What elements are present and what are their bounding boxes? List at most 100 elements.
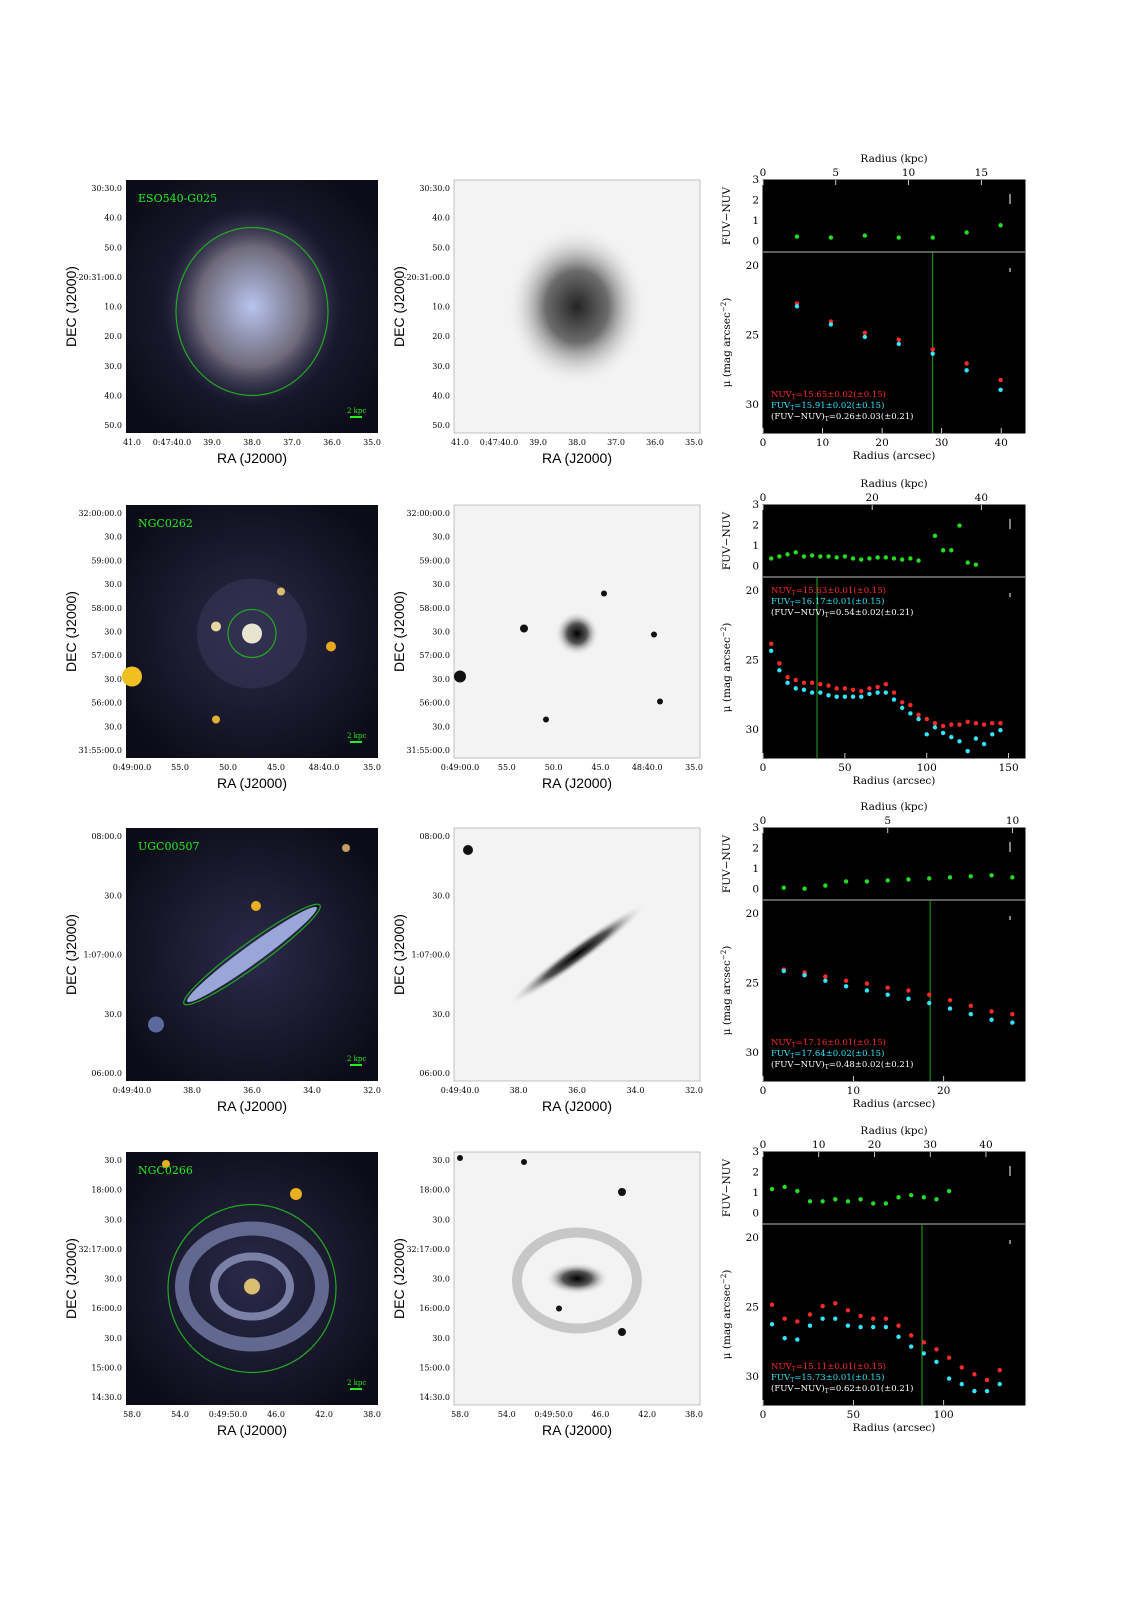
fuv-point [932,725,938,730]
legend-nuv-sub: T [792,590,796,597]
color-point [834,555,839,560]
fuv-point [968,1011,973,1017]
color-tick-label: 2 [752,843,759,855]
dec-tick-label: 31:55:00.0 [78,746,122,755]
fuv-point [833,1316,838,1321]
ra-axis-label: RA (J2000) [217,1098,287,1114]
color-axis-label: FUV−NUV [721,835,733,894]
color-axis-label: FUV−NUV [721,1159,733,1218]
color-tick-label: 0 [752,1208,759,1220]
galaxy-body [555,611,599,656]
ra-tick-label: 36.0 [323,438,341,447]
legend-fuv-main: FUV [771,597,791,607]
ra-axis-label: RA (J2000) [542,450,612,466]
color-point [858,1197,863,1202]
dec-tick-label: 16:00.0 [91,1304,122,1313]
ra-tick-label: 41.0 [451,438,469,447]
legend-col-sub: T [825,1388,829,1395]
color-image-panel-1: NGC0262 2 kpc 0:49:00.0 55.0 50.0 45.0 48:40.0… [63,505,381,791]
color-point [896,1195,901,1200]
dec-axis-label: DEC (J2000) [391,1238,407,1319]
mono-image-panel-2: 0:49:40.0 38.0 36.0 34.0 32.0 08:00.0 30.0 1:07… [391,827,703,1114]
ra-tick-label: 48:40.0 [632,763,663,772]
galaxy-body [187,906,317,1003]
color-point [864,879,870,884]
dec-tick-label: 30.0 [104,1215,122,1224]
fuv-point [842,694,848,699]
arcsec-axis-label: Radius (arcsec) [853,1422,936,1434]
nuv-point [949,722,954,727]
star [212,715,220,724]
ra-tick-label: 36.0 [243,1086,261,1095]
dec-tick-label: 30:30.0 [91,184,122,193]
color-point [908,1193,914,1198]
nuv-point [934,1347,939,1352]
mu-axis-label: μ (mag arcsec−2) [720,1270,733,1360]
ra-tick-label: 38.0 [685,1410,703,1419]
color-tick-label: 3 [752,499,759,511]
kpc-tick-label: 0 [760,167,767,179]
nuv-point [858,1313,863,1319]
ra-tick-label: 54.0 [171,1410,189,1419]
star [657,698,663,705]
ra-tick-label: 35.0 [363,438,381,447]
dec-tick-label: 08:00.0 [91,832,122,841]
fuv-point [927,1000,932,1006]
kpc-tick-label: 20 [868,1139,881,1151]
arcsec-tick-label: 0 [760,762,767,774]
mu-axis-label-close: ) [721,623,733,627]
nuv-point [793,677,798,683]
color-point [843,879,849,884]
spiral-arm [210,1252,294,1321]
dec-tick-label: 40.0 [104,391,122,400]
nuv-point [785,675,790,680]
ra-tick-label: 54.0 [498,1410,516,1419]
legend-nuv-sub: T [792,1366,796,1373]
ra-tick-label: 58.0 [451,1410,469,1419]
fuv-point [864,988,870,993]
dec-tick-label: 30:30.0 [419,184,450,193]
dec-tick-label: 18:00.0 [91,1186,122,1195]
dec-axis-label: DEC (J2000) [391,591,407,672]
nuv-point [777,661,782,666]
nuv-point [862,330,868,335]
ra-tick-label: 50.0 [219,763,237,772]
fuv-point [834,694,839,699]
color-point [883,1201,889,1206]
color-tick-label: 1 [752,863,759,875]
fuv-point [828,322,834,327]
dec-tick-label: 30.0 [104,580,122,589]
color-point [896,235,901,240]
scale-bar-label: 2 kpc [347,407,366,415]
nuv-point [842,686,848,691]
ra-tick-label: 45.0 [267,763,285,772]
legend-col-value: =0.48±0.02(±0.21) [829,1059,914,1070]
color-image-panel-0: ESO540-G025 2 kpc 41.0 0:47:40.0 39.0 38.0 37.… [63,180,381,466]
color-point [785,552,790,557]
dec-tick-label: 14:30.0 [91,1393,122,1402]
ra-tick-label: 0:49:50.0 [209,1410,247,1419]
kpc-axis-label: Radius (kpc) [860,801,927,813]
fuv-point [934,1359,939,1365]
nuv-point [972,1372,977,1377]
arcsec-tick-label: 150 [999,762,1019,774]
color-image-panel-3: NGC0266 2 kpc 58.0 54.0 0:49:50.0 46.0 42.0 38.… [63,1152,381,1438]
color-profile-frame [762,827,1026,901]
ra-tick-label: 37.0 [283,438,301,447]
fuv-point [768,648,774,653]
ra-axis-label: RA (J2000) [217,1422,287,1438]
color-point [842,554,848,559]
dec-tick-label: 50.0 [432,243,450,252]
ra-axis-label: RA (J2000) [217,450,287,466]
ra-tick-label: 38.0 [568,438,586,447]
dec-tick-label: 30.0 [432,1215,450,1224]
nuv-point [908,1333,914,1338]
color-point [927,876,932,881]
mu-tick-label: 25 [746,1302,759,1314]
fuv-point [807,1323,813,1328]
galaxy-core [242,623,262,644]
legend-fuv-sub: T [790,405,794,412]
star [251,901,261,911]
mu-axis-label-close: ) [721,1270,733,1274]
